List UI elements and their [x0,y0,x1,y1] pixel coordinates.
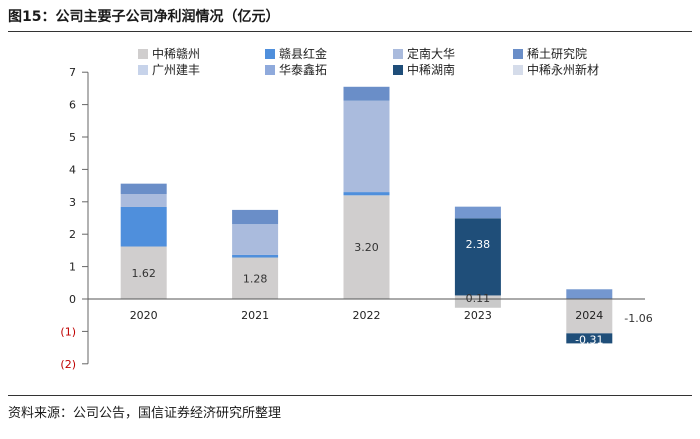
y-tick-label: (1) [60,325,76,338]
legend-label: 稀土研究院 [527,46,587,61]
bar-segment [232,257,279,299]
bar-segment [232,224,279,255]
legend-swatch [513,49,523,59]
legend-label: 中稀湖南 [407,62,455,77]
y-tick-label: 0 [69,293,76,306]
x-tick-label: 2020 [130,309,158,322]
y-tick-label: 1 [69,261,76,274]
source-divider [8,395,692,396]
title-divider [8,31,692,32]
legend-label: 中稀永州新材 [527,62,599,77]
bar-segment [120,206,167,247]
data-label: 3.20 [354,241,379,254]
bar-segment [120,194,167,207]
source-note: 资料来源：公司公告，国信证券经济研究所整理 [8,406,282,421]
bar-segment [454,299,501,308]
legend-swatch [393,49,403,59]
y-tick-label: (2) [60,358,76,371]
y-tick-label: 5 [69,131,76,144]
data-label: -1.06 [624,312,652,325]
bar-segment [232,209,279,225]
data-label: 2.38 [466,238,491,251]
y-tick-label: 3 [69,196,76,209]
bar-segment [343,192,390,196]
data-label: 1.28 [243,272,268,285]
legend-label: 中稀赣州 [152,46,200,61]
bar-segment [232,254,279,258]
legend-swatch [513,65,523,75]
legend-swatch [393,65,403,75]
bar-segment [120,183,167,195]
legend-label: 赣县红金 [279,46,327,61]
x-tick-label: 2022 [353,309,381,322]
bar-segment [343,100,390,193]
legend-swatch [138,49,148,59]
x-tick-label: 2024 [575,309,603,322]
legend-label: 广州建丰 [152,63,200,77]
figure-title: 图15：公司主要子公司净利润情况（亿元） [8,9,280,25]
bar-segment [454,206,501,219]
y-tick-label: 7 [69,66,76,79]
data-label: -0.31 [575,334,603,347]
y-tick-label: 2 [69,228,76,241]
bar-segment [120,246,167,299]
bar-segment [454,295,501,299]
legend-label: 定南大华 [407,46,455,61]
bar-segment [566,333,613,344]
legend-swatch [265,49,275,59]
bar-segment [566,299,613,334]
bar-segment [343,195,390,299]
data-label: 1.62 [131,267,156,280]
bar-segment [566,289,613,299]
y-tick-label: 4 [69,163,76,176]
x-tick-label: 2023 [464,309,492,322]
legend-swatch [138,65,148,75]
x-tick-label: 2021 [241,309,269,322]
bar-segment [454,218,501,296]
bar-segment [343,86,390,101]
legend-swatch [265,65,275,75]
y-tick-label: 6 [69,99,76,112]
legend-label: 华泰鑫拓 [279,62,327,77]
data-label: 0.11 [466,292,491,305]
